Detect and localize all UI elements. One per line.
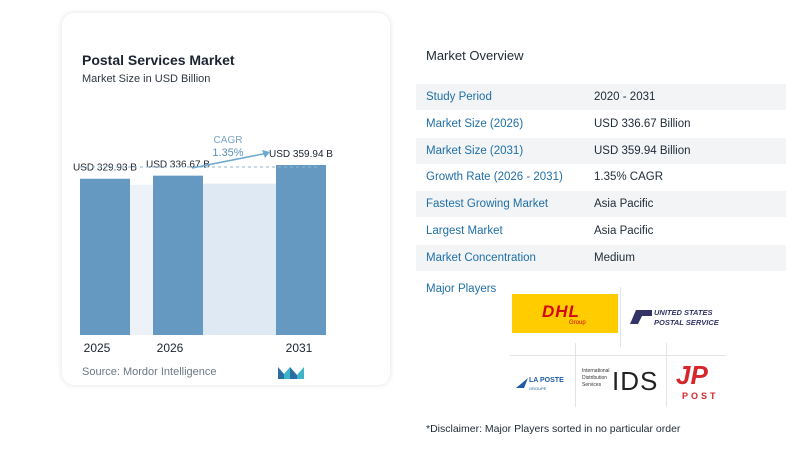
bar-2031 <box>276 165 326 335</box>
cagr-arrow-head <box>262 150 270 158</box>
chart-subtitle: Market Size in USD Billion <box>82 73 211 85</box>
overview-row-label: Market Size (2026) <box>426 117 524 130</box>
dhl-logo-text: DHL <box>542 302 580 321</box>
ids-text2: Distribution <box>582 375 608 381</box>
overview-row-label: Largest Market <box>426 225 503 237</box>
bar-2025 <box>80 178 130 335</box>
overview-row-value: Medium <box>594 251 635 264</box>
growth-gap-area <box>203 183 276 335</box>
chart-title: Postal Services Market <box>82 52 235 68</box>
overview-row: Study Period 2020 - 2031 <box>416 84 786 110</box>
cagr-label: CAGR <box>214 135 243 146</box>
overview-row-value: USD 359.94 Billion <box>594 144 691 157</box>
mordor-logo-icon <box>278 367 304 379</box>
ids-text1: International <box>582 368 610 374</box>
laposte-name: LA POSTE <box>529 377 564 384</box>
x-tick-label: 2031 <box>286 341 313 355</box>
ids-logo: International Distribution Services IDS <box>580 360 664 404</box>
bar-2026 <box>153 175 203 335</box>
laposte-logo: LA POSTE GROUPE <box>516 376 572 394</box>
overview-row: Growth Rate (2026 - 2031) 1.35% CAGR <box>416 164 786 190</box>
ids-text3: Services <box>582 382 602 388</box>
overview-title: Market Overview <box>426 48 524 63</box>
dhl-logo-sub: Group <box>569 320 586 326</box>
overview-row: Largest Market Asia Pacific <box>416 218 786 244</box>
jp-post-logo: JP POST <box>674 360 726 404</box>
major-players-label: Major Players <box>426 283 497 295</box>
cagr-arrow-line <box>191 152 269 169</box>
bar-value-label: USD 336.67 B <box>146 160 210 171</box>
laposte-sub: GROUPE <box>529 386 547 391</box>
dhl-logo: DHL Group <box>512 294 618 333</box>
bar-value-label: USD 329.93 B <box>73 163 137 174</box>
overview-row: Fastest Growing Market Asia Pacific <box>416 191 786 218</box>
usps-line2: POSTAL SERVICE <box>654 318 719 327</box>
usps-logo: UNITED STATES POSTAL SERVICE <box>630 305 722 329</box>
x-tick-label: 2026 <box>157 341 184 355</box>
overview-row-value: 2020 - 2031 <box>594 91 656 103</box>
overview-row: Market Size (2031) USD 359.94 Billion <box>416 137 786 164</box>
overview-row-value: Asia Pacific <box>594 198 654 211</box>
overview-row: Market Size (2026) USD 336.67 Billion <box>416 111 786 137</box>
cagr-value: 1.35% <box>212 147 243 159</box>
overview-row: Market Concentration Medium <box>416 244 786 271</box>
overview-row-label: Growth Rate (2026 - 2031) <box>426 171 563 184</box>
overview-row-value: Asia Pacific <box>594 225 654 237</box>
bar-value-label: USD 359.94 B <box>269 149 333 160</box>
eagle-icon <box>630 310 652 324</box>
overview-row-value: USD 336.67 Billion <box>594 117 691 130</box>
disclaimer: *Disclaimer: Major Players sorted in no … <box>426 423 681 435</box>
overview-row-value: 1.35% CAGR <box>594 171 664 184</box>
jp-word: POST <box>682 391 719 401</box>
ids-mark: IDS <box>612 366 659 396</box>
overview-row-label: Market Size (2031) <box>426 144 524 157</box>
jp-mark: JP <box>676 360 708 390</box>
usps-line1: UNITED STATES <box>654 308 713 317</box>
logo-divider <box>575 343 576 407</box>
bird-icon <box>516 378 528 388</box>
overview-row-label: Market Concentration <box>426 251 536 264</box>
x-tick-label: 2025 <box>84 341 111 355</box>
overview-row-label: Study Period <box>426 91 492 103</box>
logo-divider <box>620 287 621 347</box>
logo-divider <box>510 355 726 356</box>
gap-area <box>130 184 153 335</box>
source-text: Source: Mordor Intelligence <box>82 366 217 378</box>
logo-divider <box>666 343 667 407</box>
overview-row-label: Fastest Growing Market <box>426 198 549 211</box>
